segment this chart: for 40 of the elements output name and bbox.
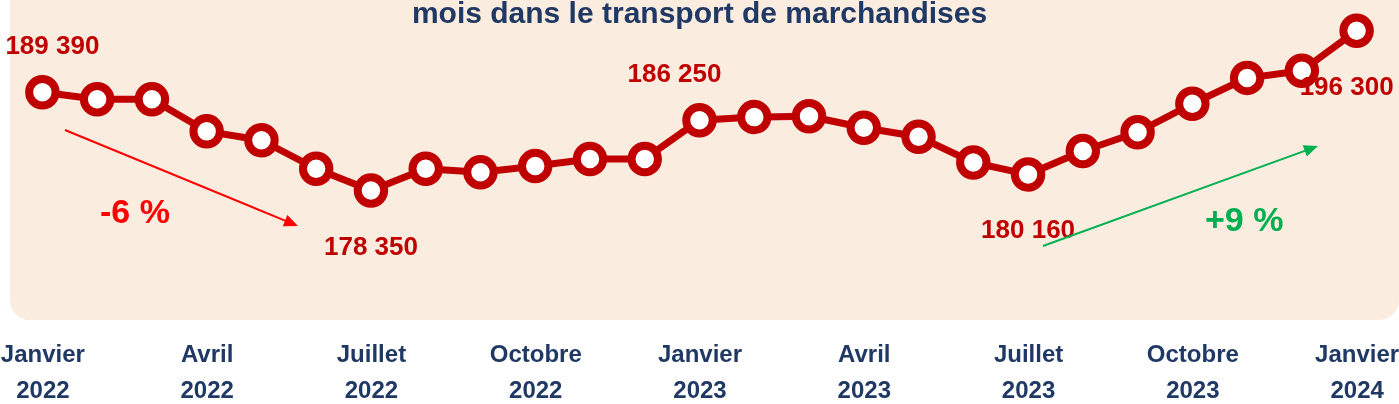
text: -6 % — [100, 192, 170, 231]
point — [1120, 115, 1155, 150]
point — [517, 148, 553, 184]
point — [627, 141, 662, 177]
point — [134, 82, 170, 117]
text: +9 % — [1205, 200, 1284, 239]
point — [572, 141, 608, 177]
point — [298, 151, 334, 186]
x-tick-label: Avril 2023 — [837, 339, 891, 403]
point — [791, 99, 827, 134]
x-tick-label: Juillet 2022 — [336, 339, 407, 403]
point — [353, 173, 389, 208]
point — [463, 155, 498, 190]
point — [408, 151, 443, 186]
x-tick-label: Juillet 2023 — [993, 339, 1064, 403]
x-tick-label: Janvier 2024 — [1315, 339, 1399, 403]
point — [1339, 13, 1374, 48]
point — [682, 103, 717, 138]
point — [25, 75, 60, 110]
data-label: 178 350 — [323, 230, 418, 261]
x-tick-label: Avril 2022 — [180, 339, 234, 403]
data-label: 186 250 — [627, 58, 722, 89]
point — [737, 99, 772, 135]
point — [956, 145, 991, 180]
x-tick-label: Octobre 2022 — [489, 339, 582, 403]
x-tick-label: Janvier 2022 — [0, 339, 85, 403]
x-tick-label: Octobre 2023 — [1146, 339, 1239, 403]
chart-title: mois dans le transport de marchandises — [410, 0, 989, 30]
point — [189, 114, 224, 149]
data-label: 189 390 — [5, 30, 100, 61]
point — [1010, 157, 1046, 192]
point — [244, 123, 279, 158]
point — [1175, 86, 1210, 121]
point — [1065, 133, 1101, 169]
point — [1229, 60, 1265, 96]
data-label: 180 160 — [981, 214, 1076, 245]
point — [846, 110, 882, 145]
point — [79, 82, 115, 117]
x-tick-label: Janvier 2023 — [657, 339, 743, 403]
point — [901, 119, 936, 154]
